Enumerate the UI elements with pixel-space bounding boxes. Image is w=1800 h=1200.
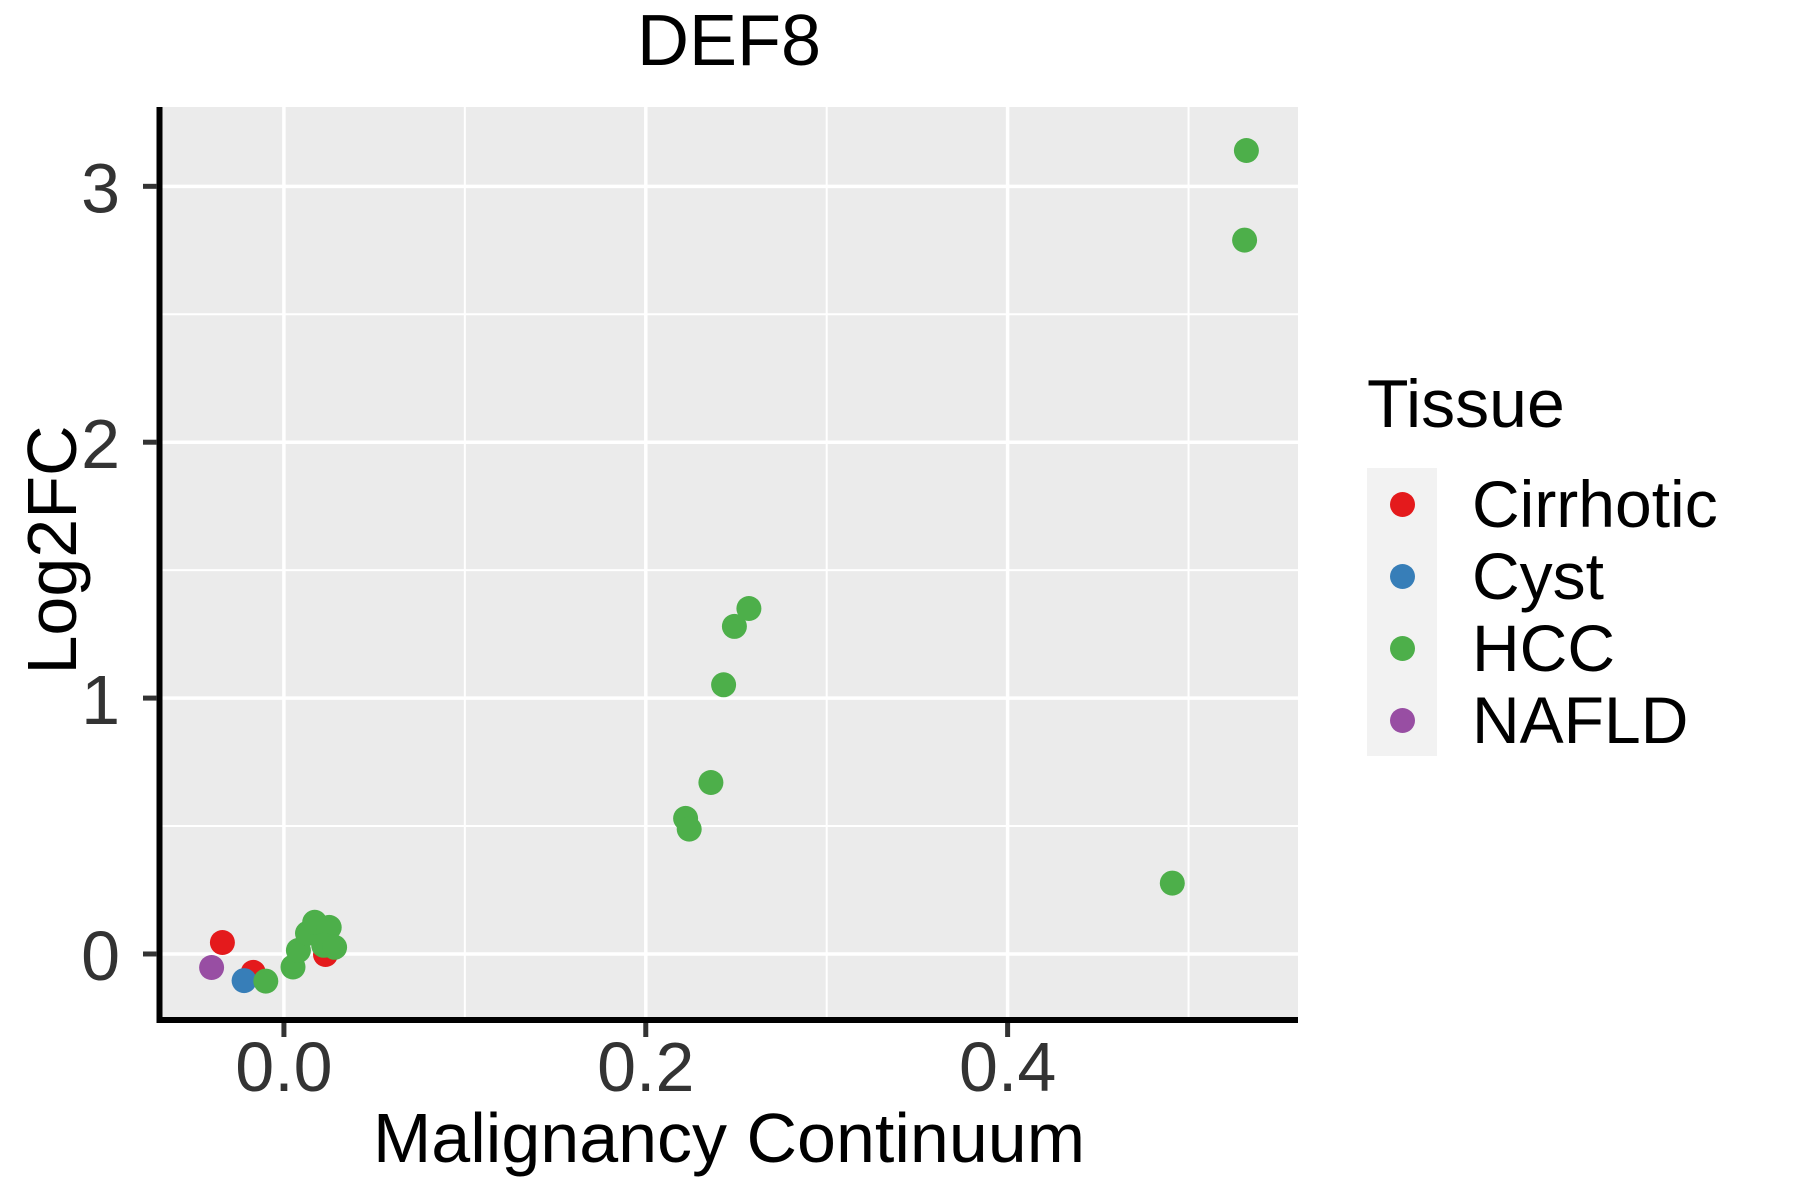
data-point <box>322 934 348 960</box>
legend-item-hcc: HCC <box>1367 612 1718 684</box>
y-tick-label: 2 <box>81 405 120 483</box>
y-tick-label: 0 <box>81 917 120 995</box>
legend-key-box <box>1367 468 1437 540</box>
x-tick-label: 0.0 <box>235 1028 332 1106</box>
chart-title: DEF8 <box>636 1 822 81</box>
legend-keys: Cirrhotic Cyst HCC NAFLD <box>1367 468 1718 756</box>
legend-item-nafld: NAFLD <box>1367 684 1718 756</box>
y-tick-label: 3 <box>81 149 120 227</box>
y-tick-label: 1 <box>81 661 120 739</box>
cyst-dot-icon <box>1389 563 1415 589</box>
legend-item-label: Cirrhotic <box>1472 467 1718 541</box>
data-point <box>253 968 279 994</box>
legend: Tissue Cirrhotic Cyst HCC <box>1367 368 1718 756</box>
panel-background <box>160 107 1298 1020</box>
legend-item-label: Cyst <box>1472 539 1604 613</box>
data-point <box>1159 870 1185 896</box>
legend-item-label: NAFLD <box>1472 683 1689 757</box>
data-point <box>199 955 225 980</box>
data-point <box>1232 227 1258 253</box>
data-point <box>711 672 737 698</box>
data-point <box>1233 138 1259 163</box>
nafld-dot-icon <box>1389 707 1415 733</box>
data-point <box>231 968 257 994</box>
data-point <box>209 930 235 955</box>
hcc-dot-icon <box>1389 635 1415 661</box>
x-axis-label: Malignancy Continuum <box>372 1099 1086 1177</box>
x-tick-label: 0.4 <box>959 1028 1056 1106</box>
legend-item-label: HCC <box>1472 611 1615 685</box>
cirrhotic-dot-icon <box>1389 491 1415 517</box>
legend-item-cirrhotic: Cirrhotic <box>1367 468 1718 540</box>
legend-title: Tissue <box>1367 366 1565 442</box>
legend-key-box <box>1367 540 1437 612</box>
data-point <box>736 596 762 621</box>
legend-key-box <box>1367 684 1437 756</box>
legend-item-cyst: Cyst <box>1367 540 1718 612</box>
data-point <box>676 816 702 842</box>
x-tick-label: 0.2 <box>597 1028 694 1106</box>
legend-key-box <box>1367 612 1437 684</box>
data-point <box>698 770 724 795</box>
data-point <box>721 613 747 639</box>
